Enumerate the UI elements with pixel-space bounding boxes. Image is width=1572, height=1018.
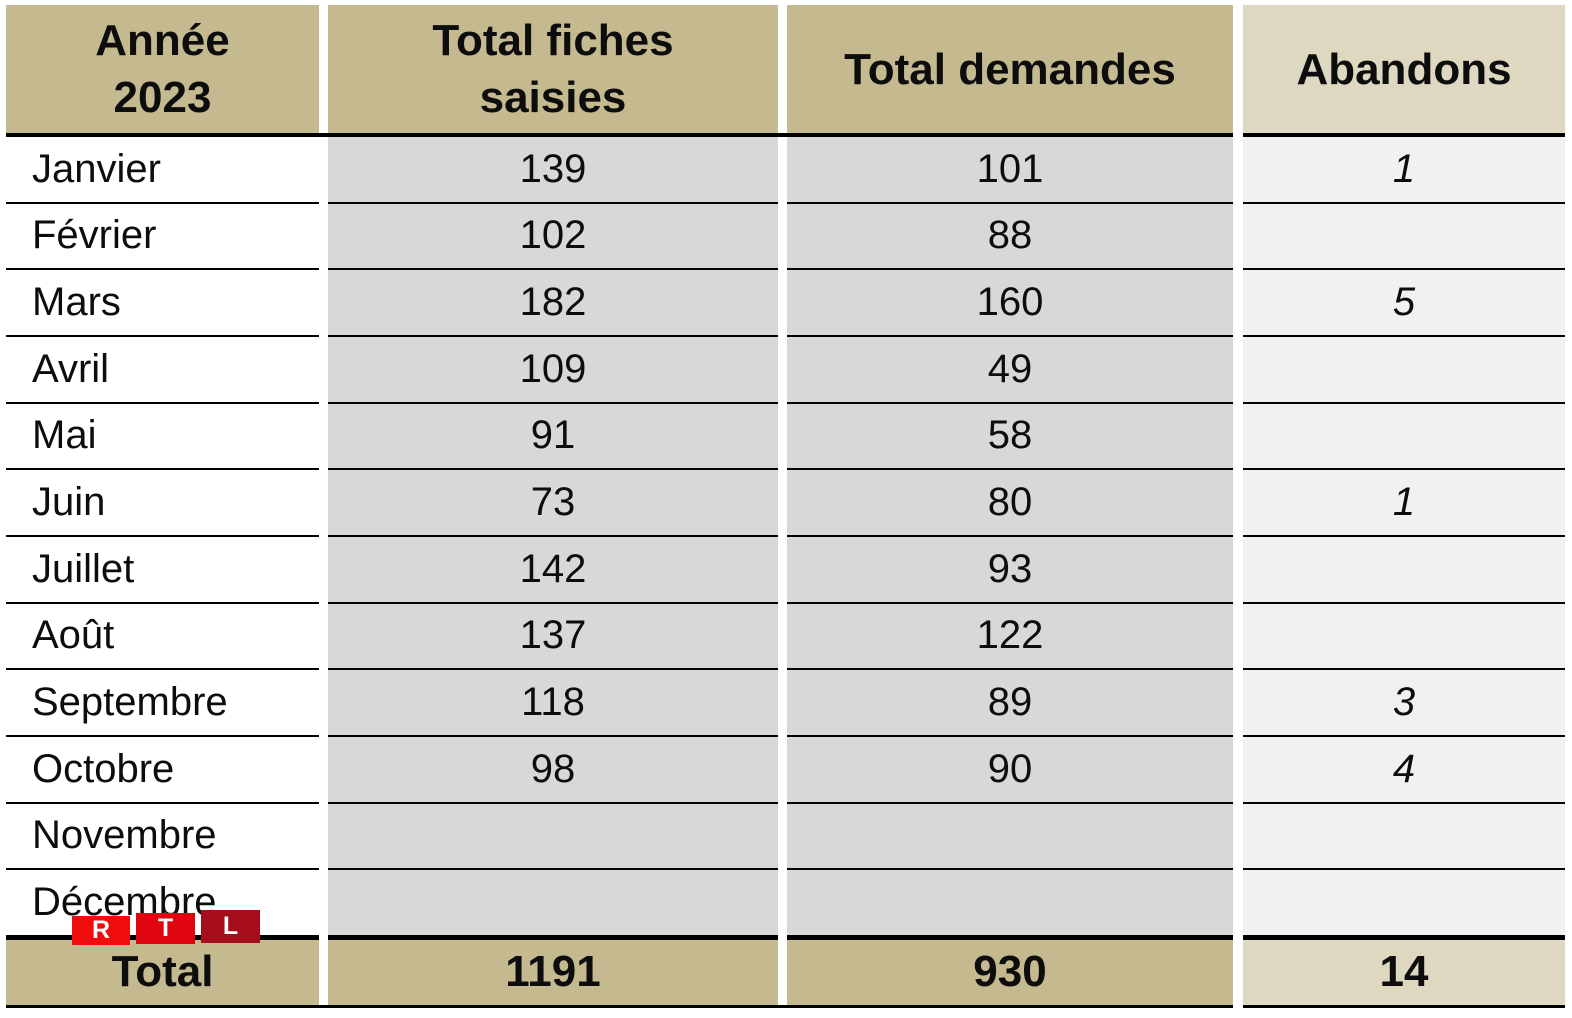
abandons-cell — [1243, 536, 1565, 604]
month-cell: Février — [6, 203, 319, 271]
month-cell: Août — [6, 603, 319, 671]
demandes-cell: 88 — [787, 203, 1233, 271]
fiches-cell: 139 — [328, 137, 778, 204]
month-cell: Septembre — [6, 670, 319, 737]
abandons-cell — [1243, 336, 1565, 404]
header-abandons: Abandons — [1243, 5, 1565, 137]
total-fiches-cell: 1191 — [328, 936, 778, 1008]
demandes-cell: 122 — [787, 603, 1233, 671]
abandons-cell — [1243, 803, 1565, 871]
column-total-demandes: Total demandes 101 88 160 49 58 80 93 12… — [787, 5, 1233, 1008]
fiches-cell — [328, 803, 778, 871]
total-label-cell: Total — [6, 936, 319, 1008]
month-cell: Janvier — [6, 137, 319, 204]
header-total-demandes: Total demandes — [787, 5, 1233, 137]
header-fiches-line1: Total fiches — [432, 16, 674, 65]
abandons-cell: 1 — [1243, 470, 1565, 537]
demandes-cell: 89 — [787, 670, 1233, 737]
demandes-cell: 49 — [787, 336, 1233, 404]
abandons-cell — [1243, 603, 1565, 671]
month-cell: Juillet — [6, 536, 319, 604]
column-annee: Année 2023 Janvier Février Mars Avril Ma… — [6, 5, 319, 1008]
total-abandons-cell: 14 — [1243, 936, 1565, 1008]
total-demandes-cell: 930 — [787, 936, 1233, 1008]
demandes-cell: 101 — [787, 137, 1233, 204]
fiches-cell: 91 — [328, 403, 778, 471]
fiches-cell: 102 — [328, 203, 778, 271]
month-cell: Octobre — [6, 736, 319, 804]
table-bottom-line — [319, 1005, 328, 1008]
rtl-logo-box-l: L — [201, 910, 260, 943]
abandons-cell — [1243, 403, 1565, 471]
demandes-cell — [787, 803, 1233, 871]
header-fiches-line2: saisies — [479, 73, 627, 122]
fiches-cell: 137 — [328, 603, 778, 671]
demandes-cell: 80 — [787, 470, 1233, 537]
header-abandons-label: Abandons — [1296, 44, 1512, 94]
fiches-cell: 109 — [328, 336, 778, 404]
header-annee-line1: Année — [95, 16, 230, 65]
abandons-cell: 3 — [1243, 670, 1565, 737]
demandes-cell: 58 — [787, 403, 1233, 471]
column-abandons: Abandons 1 5 1 3 4 14 — [1243, 5, 1565, 1008]
column-total-fiches-saisies: Total fiches saisies 139 102 182 109 91 … — [328, 5, 778, 1008]
abandons-cell: 4 — [1243, 736, 1565, 804]
fiches-cell: 98 — [328, 736, 778, 804]
header-total-fiches-saisies: Total fiches saisies — [328, 5, 778, 137]
fiches-cell — [328, 870, 778, 937]
header-annee-line2: 2023 — [113, 73, 212, 122]
month-cell: Mai — [6, 403, 319, 471]
header-divider-line — [778, 133, 787, 137]
demandes-cell — [787, 870, 1233, 937]
rtl-logo-box-t: T — [136, 913, 195, 944]
abandons-cell: 1 — [1243, 137, 1565, 204]
header-demandes-label: Total demandes — [844, 44, 1176, 94]
fiches-cell: 118 — [328, 670, 778, 737]
month-cell: Avril — [6, 336, 319, 404]
header-annee-2023: Année 2023 — [6, 5, 319, 137]
fiches-cell: 73 — [328, 470, 778, 537]
month-cell: Novembre — [6, 803, 319, 871]
fiches-cell: 182 — [328, 270, 778, 337]
month-cell: Juin — [6, 470, 319, 537]
demandes-cell: 160 — [787, 270, 1233, 337]
abandons-cell: 5 — [1243, 270, 1565, 337]
demandes-cell: 90 — [787, 736, 1233, 804]
abandons-cell — [1243, 870, 1565, 937]
abandons-cell — [1243, 203, 1565, 271]
demandes-cell: 93 — [787, 536, 1233, 604]
month-cell: Mars — [6, 270, 319, 337]
fiches-cell: 142 — [328, 536, 778, 604]
table-bottom-line — [778, 1005, 787, 1008]
header-divider-line — [319, 133, 328, 137]
rtl-logo-box-r: R — [72, 916, 130, 945]
